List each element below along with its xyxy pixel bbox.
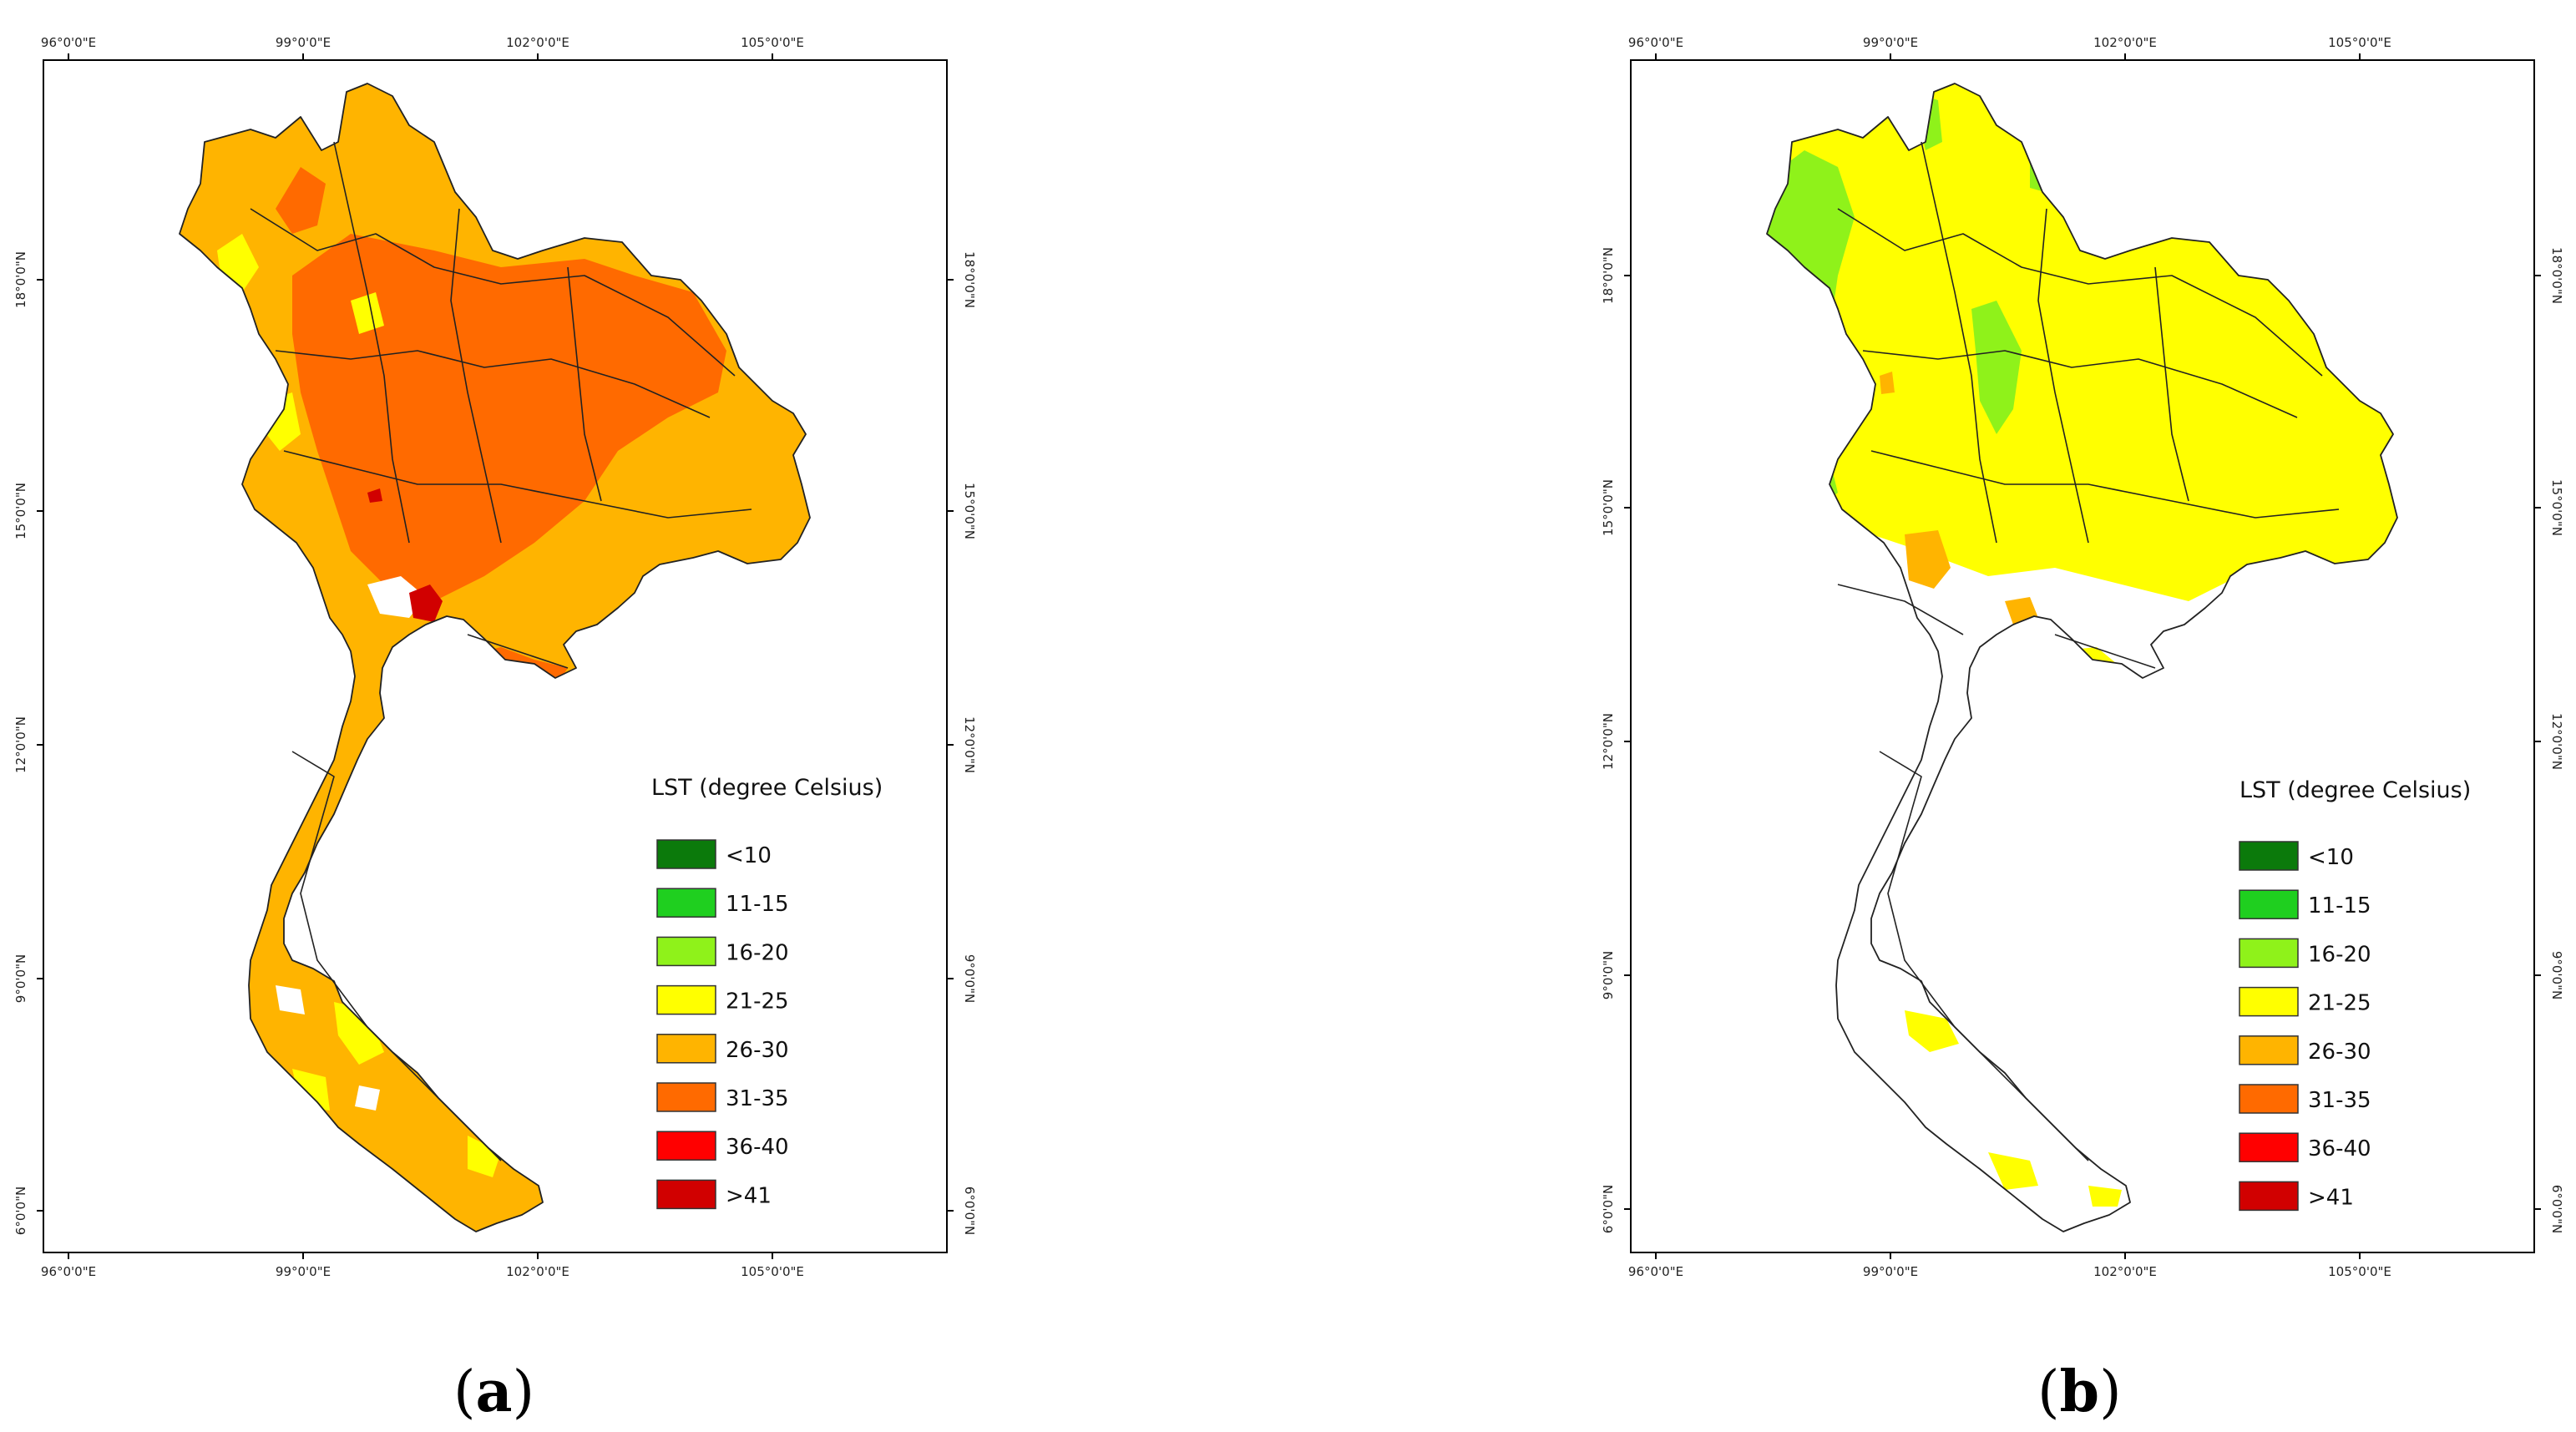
lat-ticks-right-b: 18°0'0"N 15°0'0"N 12°0'0"N 9°0'0"N 6°0'0"N [2534,247,2564,1233]
lat-tick-label: 12°0'0"N [962,716,977,773]
lon-tick-label: 105°0'0"E [2328,35,2391,50]
lat-tick-label: 9°0'0"N [2549,951,2564,999]
lon-tick-label: 105°0'0"E [741,35,804,50]
legend-a: LST (degree Celsius) <10 11-15 16-20 21-25 2… [651,775,883,1210]
boundaries-b [1837,141,2340,1161]
legend-label: 36-40 [726,1135,789,1160]
lon-tick-label: 96°0'0"E [41,35,96,50]
lat-tick-label: 6°0'0"N [1601,1185,1616,1233]
lat-tick-label: 9°0'0"N [1601,951,1616,999]
legend-label: 21-25 [2308,991,2371,1016]
lat-tick-label: 18°0'0"N [1601,247,1616,304]
lat-tick-label: 9°0'0"N [13,954,28,1003]
lat-tick-label: 15°0'0"N [2549,479,2564,536]
legend-label: 26-30 [726,1038,789,1063]
lon-tick-label: 96°0'0"E [1628,35,1683,50]
lon-tick-label: 105°0'0"E [2328,1264,2391,1279]
legend-swatch [2239,889,2299,919]
map-frame-a [43,59,948,1253]
lst-map-b [1766,83,2398,1232]
legend-title-a: LST (degree Celsius) [651,775,883,801]
legend-swatch [2239,841,2299,871]
legend-swatch [656,1034,716,1064]
panel-a: 96°0'0"E 99°0'0"E 102°0'0"E 105°0'0"E 96°0'… [13,35,977,1425]
legend-swatch [2239,1132,2299,1162]
lon-tick-label: 96°0'0"E [1628,1264,1683,1279]
lon-tick-label: 99°0'0"E [1863,1264,1918,1279]
lat-tick-label: 15°0'0"N [962,483,977,539]
lon-tick-label: 99°0'0"E [276,35,331,50]
legend-swatch [2239,938,2299,969]
legend-label: <10 [726,843,772,868]
lon-tick-label: 102°0'0"E [2093,1264,2157,1279]
panel-caption-a: (a) [453,1359,534,1425]
legend-swatch [656,839,716,869]
lon-ticks-top-a: 96°0'0"E 99°0'0"E 102°0'0"E 105°0'0"E [41,35,804,60]
lat-tick-label: 12°0'0"N [1601,713,1616,770]
legend-swatch [656,1131,716,1161]
legend-label: 11-15 [726,892,789,917]
legend-swatch [2239,1084,2299,1114]
panel-b: 96°0'0"E 99°0'0"E 102°0'0"E 105°0'0"E 96°0'… [1601,35,2564,1425]
lat-tick-label: 12°0'0"N [13,716,28,773]
lat-tick-label: 6°0'0"N [962,1187,977,1235]
legend-label: 21-25 [726,989,789,1015]
legend-label: >41 [2308,1185,2354,1210]
lat-tick-label: 18°0'0"N [13,251,28,308]
lat-tick-label: 6°0'0"N [13,1187,28,1235]
legend-label: 16-20 [2308,942,2371,967]
legend-label: 31-35 [726,1086,789,1111]
lon-tick-label: 102°0'0"E [2093,35,2157,50]
lst-map-a [179,83,811,1232]
lat-ticks-right-a: 18°0'0"N 15°0'0"N 12°0'0"N 9°0'0"N 6°0'0"N [947,251,977,1235]
lat-tick-label: 9°0'0"N [962,954,977,1003]
lon-tick-label: 105°0'0"E [741,1264,804,1279]
lon-tick-label: 99°0'0"E [1863,35,1918,50]
lat-tick-label: 12°0'0"N [2549,713,2564,770]
legend-swatch [2239,1035,2299,1065]
legend-title-b: LST (degree Celsius) [2239,777,2471,803]
legend-label: 36-40 [2308,1136,2371,1161]
lat-tick-label: 15°0'0"N [1601,479,1616,536]
lat-ticks-left-a: 18°0'0"N 15°0'0"N 12°0'0"N 9°0'0"N 6°0'0"N [13,251,43,1235]
lon-ticks-bottom-a: 96°0'0"E 99°0'0"E 102°0'0"E 105°0'0"E [41,1252,804,1279]
legend-label: 11-15 [2308,893,2371,918]
legend-swatch [2239,986,2299,1017]
legend-label: >41 [726,1183,772,1208]
lon-ticks-top-b: 96°0'0"E 99°0'0"E 102°0'0"E 105°0'0"E [1628,35,2391,60]
legend-label: 16-20 [726,940,789,965]
lon-tick-label: 99°0'0"E [276,1264,331,1279]
legend-swatch [656,888,716,918]
boundaries-a [250,141,752,1161]
legend-label: 26-30 [2308,1040,2371,1065]
map-frame-b [1630,59,2535,1253]
lat-tick-label: 6°0'0"N [2549,1185,2564,1233]
legend-b: LST (degree Celsius) <10 11-15 16-20 21-25 2… [2239,777,2471,1212]
legend-label: <10 [2308,845,2354,870]
legend-swatch [656,1082,716,1112]
lon-tick-label: 102°0'0"E [506,1264,569,1279]
lat-tick-label: 18°0'0"N [962,251,977,308]
legend-swatch [656,1179,716,1210]
lon-tick-label: 96°0'0"E [41,1264,96,1279]
legend-swatch [656,936,716,967]
lat-ticks-left-b: 18°0'0"N 15°0'0"N 12°0'0"N 9°0'0"N 6°0'0"N [1601,247,1631,1233]
legend-swatch [2239,1181,2299,1212]
legend-swatch [656,984,716,1015]
lon-ticks-bottom-b: 96°0'0"E 99°0'0"E 102°0'0"E 105°0'0"E [1628,1252,2391,1279]
legend-label: 31-35 [2308,1088,2371,1113]
lat-tick-label: 15°0'0"N [13,483,28,539]
lon-tick-label: 102°0'0"E [506,35,569,50]
panel-caption-b: (b) [2037,1359,2122,1425]
lat-tick-label: 18°0'0"N [2549,247,2564,304]
